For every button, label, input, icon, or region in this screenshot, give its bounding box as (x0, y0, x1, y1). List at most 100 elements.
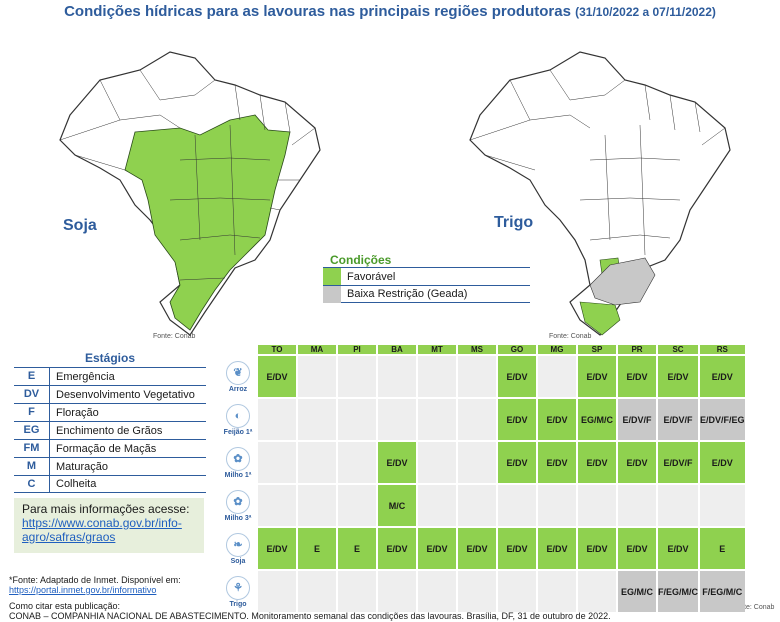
condition-cell: E (700, 528, 745, 569)
legend-label: Favorável (347, 270, 396, 283)
condition-cell: E/DV (578, 442, 616, 483)
crop-label-cell: ✿ Milho 1ª (220, 442, 256, 483)
condition-cell: E/DV (538, 528, 576, 569)
condition-cell (458, 399, 496, 440)
condition-cell (418, 485, 456, 526)
conditions-legend: Condições Favorável Baixa Restrição (Gea… (323, 253, 530, 303)
condition-cell: E/DV/F (658, 442, 698, 483)
condition-cell: E/DV (458, 528, 496, 569)
condition-cell: E (298, 528, 336, 569)
more-info-text: Para mais informações acesse: (22, 502, 190, 516)
condition-cell (458, 356, 496, 397)
condition-cell: E/DV (658, 356, 698, 397)
bean-icon: ◐ (226, 403, 250, 428)
condition-cell (378, 356, 416, 397)
condition-cell: E/DV/F (658, 399, 698, 440)
stage-code: EG (14, 422, 50, 439)
state-header: PI (338, 345, 376, 354)
stage-name: Colheita (56, 478, 97, 490)
condition-cell: E/DV (498, 356, 536, 397)
state-header: SP (578, 345, 616, 354)
condition-cell: E/DV (258, 356, 296, 397)
condition-cell (578, 485, 616, 526)
source-link[interactable]: https://portal.inmet.gov.br/informativo (9, 585, 157, 595)
condition-cell (338, 442, 376, 483)
title-main: Condições hídricas para as lavouras nas … (64, 3, 571, 20)
condition-cell (418, 399, 456, 440)
state-header: TO (258, 345, 296, 354)
crop-conditions-table: TO MA PI BA MT MS GO MG SP PR SC RS ❦ Arroz E/DV E/DV E… (218, 343, 747, 614)
trigo-map-source: Fonte: Conab (549, 333, 592, 340)
soja-map-label: Soja (63, 217, 97, 234)
crop-row: ✿ Milho 1ª E/DV E/DV E/DV E/DV E/DV E/DV/F E/DV (220, 442, 745, 483)
soja-map-source: Fonte: Conab (153, 333, 196, 340)
stage-row: DV Desenvolvimento Vegetativo (14, 385, 206, 403)
stage-code: DV (14, 386, 50, 403)
stage-code: F (14, 404, 50, 421)
stage-row: E Emergência (14, 367, 206, 385)
condition-cell: E/DV (418, 528, 456, 569)
trigo-favoravel-rs (579, 301, 621, 336)
condition-cell: E/DV (378, 442, 416, 483)
cite-text: CONAB – COMPANHIA NACIONAL DE ABASTECIME… (9, 611, 611, 621)
cite-label: Como citar esta publicação: (9, 601, 121, 611)
condition-cell (498, 485, 536, 526)
crop-row: ⚘ Trigo EG/M/C F/EG/M/C F/EG/M/C (220, 571, 745, 612)
condition-cell (658, 485, 698, 526)
crop-label-cell: ⚘ Trigo (220, 571, 256, 612)
state-header: MG (538, 345, 576, 354)
table-source: Fonte: Conab (732, 604, 775, 611)
condition-cell (338, 356, 376, 397)
condition-cell (458, 571, 496, 612)
stage-name: Emergência (56, 370, 115, 383)
condition-cell: E/DV (498, 528, 536, 569)
condition-cell (538, 571, 576, 612)
condition-cell: E (338, 528, 376, 569)
condition-cell: F/EG/M/C (700, 571, 745, 612)
condition-cell (338, 399, 376, 440)
state-header: SC (658, 345, 698, 354)
soja-area (124, 114, 291, 331)
crop-name: Arroz (228, 385, 248, 393)
more-info-link[interactable]: https://www.conab.gov.br/info-agro/safra… (22, 516, 182, 544)
condition-cell (418, 356, 456, 397)
corn-icon: ✿ (226, 446, 250, 471)
condition-cell (338, 485, 376, 526)
condition-cell (418, 442, 456, 483)
condition-cell: F/EG/M/C (658, 571, 698, 612)
condition-cell (298, 399, 336, 440)
condition-cell: E/DV (700, 442, 745, 483)
condition-cell: E/DV (258, 528, 296, 569)
condition-cell: E/DV (378, 528, 416, 569)
legend-swatch-favoravel (323, 268, 341, 285)
condition-cell: E/DV (618, 442, 656, 483)
state-header: RS (700, 345, 745, 354)
condition-cell: E/DV (498, 399, 536, 440)
condition-cell: E/DV (700, 356, 745, 397)
crop-name: Soja (230, 557, 246, 565)
source-text: *Fonte: Adaptado de Inmet. Disponível em… (9, 575, 181, 585)
condition-cell: E/DV (578, 356, 616, 397)
condition-cell (418, 571, 456, 612)
crop-label-cell: ◐ Feijão 1ª (220, 399, 256, 440)
condition-cell (258, 485, 296, 526)
more-info-box: Para mais informações acesse: https://ww… (14, 498, 204, 553)
condition-cell: E/DV (618, 528, 656, 569)
crop-row: ◐ Feijão 1ª E/DV E/DV EG/M/C E/DV/F E/DV/F E/DV… (220, 399, 745, 440)
condition-cell (338, 571, 376, 612)
stage-code: E (14, 368, 50, 385)
state-header: BA (378, 345, 416, 354)
source-footnote: *Fonte: Adaptado de Inmet. Disponível em… (9, 575, 181, 595)
condition-cell (378, 399, 416, 440)
soja-map (30, 40, 330, 340)
crop-name: Milho 1ª (224, 471, 252, 479)
stage-row: C Colheita (14, 475, 206, 493)
legend-label: Baixa Restrição (Geada) (347, 288, 468, 300)
page-title: Condições hídricas para as lavouras nas … (0, 3, 780, 20)
crop-label-cell: ✿ Milho 3ª (220, 485, 256, 526)
condition-cell (298, 442, 336, 483)
condition-cell (258, 399, 296, 440)
stage-name: Floração (56, 406, 99, 419)
soy-icon: ❧ (226, 532, 250, 557)
condition-cell: E/DV (498, 442, 536, 483)
